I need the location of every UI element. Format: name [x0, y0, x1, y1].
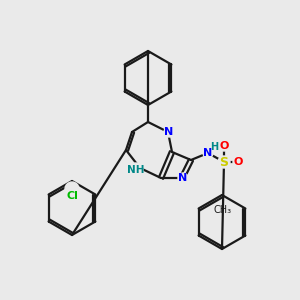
Text: NH: NH	[127, 165, 145, 175]
Text: N: N	[164, 127, 174, 137]
Circle shape	[219, 141, 229, 151]
Circle shape	[218, 156, 230, 168]
Text: CH₃: CH₃	[214, 205, 232, 215]
Circle shape	[129, 163, 143, 177]
Circle shape	[233, 157, 243, 167]
Text: S: S	[220, 155, 229, 169]
Text: N: N	[203, 148, 213, 158]
Circle shape	[203, 148, 213, 158]
Text: O: O	[219, 141, 229, 151]
Circle shape	[164, 127, 174, 137]
Text: N: N	[178, 173, 188, 183]
Circle shape	[65, 182, 79, 196]
Text: H: H	[210, 142, 218, 152]
Circle shape	[178, 173, 188, 183]
Text: Cl: Cl	[66, 191, 78, 201]
Text: O: O	[233, 157, 243, 167]
